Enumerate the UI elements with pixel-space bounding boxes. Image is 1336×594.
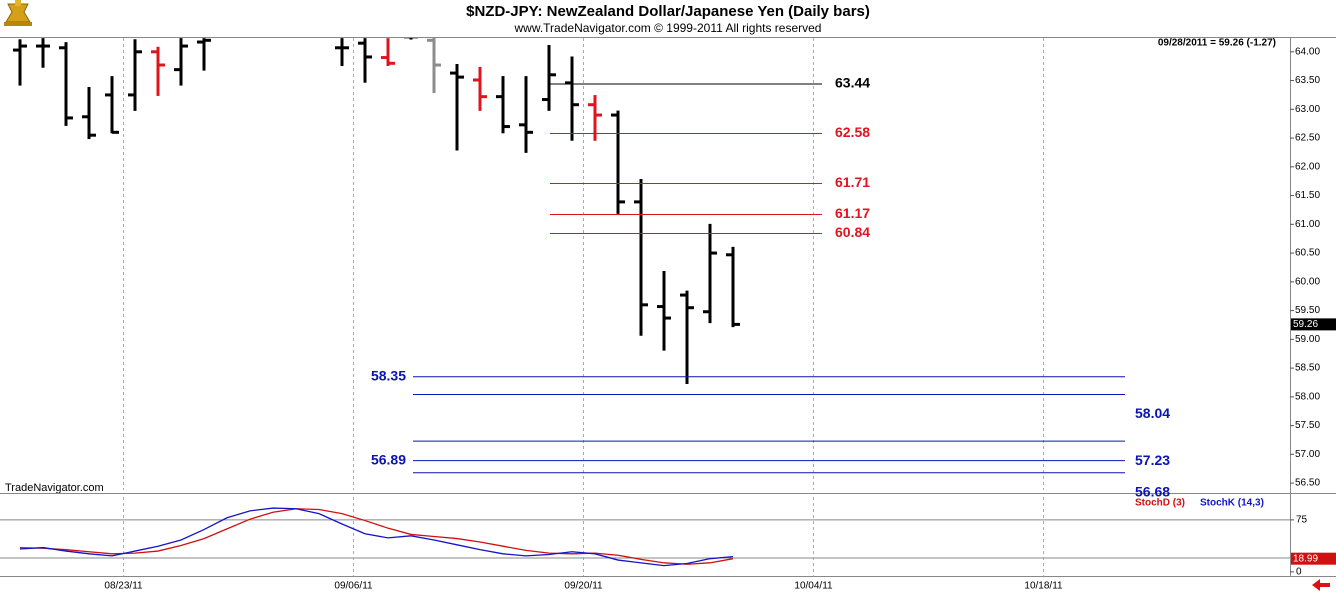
- axes-layer: 56.50 57.00 57.50 58.00 58.50 59.00 59.50 60.00…: [104, 46, 1336, 592]
- level-label: 58.35: [371, 367, 406, 383]
- y-tick-label: 64.00: [1295, 46, 1320, 57]
- legend-entry: StochD (3): [1135, 498, 1185, 509]
- y-tick-label: 59.50: [1295, 305, 1320, 316]
- y-tick-label: 75: [1296, 515, 1308, 526]
- level-label: 61.17: [835, 205, 870, 221]
- status-text: 09/28/2011 = 59.26 (-1.27): [1158, 38, 1276, 49]
- y-tick-label: 58.00: [1295, 391, 1320, 402]
- y-tick-label: 56.50: [1295, 478, 1320, 489]
- y-tick-label: 60.00: [1295, 276, 1320, 287]
- last-price-label: 59.26: [1293, 319, 1318, 330]
- x-tick-label: 10/18/11: [1024, 581, 1063, 592]
- y-tick-label: 61.50: [1295, 190, 1320, 201]
- y-tick-label: 63.00: [1295, 104, 1320, 115]
- legend-entry: StochK (14,3): [1200, 498, 1264, 509]
- stoch-line: [19, 507, 734, 567]
- y-tick-label: 57.50: [1295, 420, 1320, 431]
- x-tick-label: 08/23/11: [104, 581, 143, 592]
- level-label: 60.84: [835, 224, 870, 240]
- level-label: 61.71: [835, 174, 870, 190]
- chart-title: $NZD-JPY: NewZealand Dollar/Japanese Yen…: [466, 3, 870, 20]
- logo: [4, 0, 32, 26]
- level-label: 58.04: [1135, 405, 1170, 421]
- y-tick-label: 59.00: [1295, 334, 1320, 345]
- y-tick-label: 58.50: [1295, 363, 1320, 374]
- x-tick-label: 09/20/11: [564, 581, 603, 592]
- y-tick-label: 62.00: [1295, 161, 1320, 172]
- last-value-box: [1291, 552, 1336, 565]
- last-price-box: [1291, 318, 1336, 331]
- stochastic-plot: [19, 507, 734, 567]
- x-tick-label: 09/06/11: [334, 581, 373, 592]
- watermark: TradeNavigator.com: [5, 482, 104, 494]
- level-label: 62.58: [835, 124, 870, 140]
- y-tick-label: 62.50: [1295, 133, 1320, 144]
- last-value-label: 18.99: [1293, 553, 1318, 564]
- y-tick-label: 57.00: [1295, 449, 1320, 460]
- x-tick-label: 10/04/11: [794, 581, 833, 592]
- level-label: 56.68: [1135, 483, 1170, 499]
- level-label: 56.89: [371, 451, 406, 467]
- grid-layer: [0, 38, 1290, 576]
- scroll-arrow[interactable]: [1312, 579, 1330, 591]
- level-label: 57.23: [1135, 452, 1170, 468]
- y-tick-label: 63.50: [1295, 75, 1320, 86]
- y-tick-label: 61.00: [1295, 219, 1320, 230]
- stoch-line: [19, 508, 734, 565]
- chart-subtitle: www.TradeNavigator.com © 1999-2011 All r…: [514, 21, 822, 35]
- price-plot: [13, 38, 1125, 474]
- level-label: 63.44: [835, 75, 870, 91]
- y-tick-label: 0: [1296, 566, 1302, 577]
- y-tick-label: 60.50: [1295, 248, 1320, 259]
